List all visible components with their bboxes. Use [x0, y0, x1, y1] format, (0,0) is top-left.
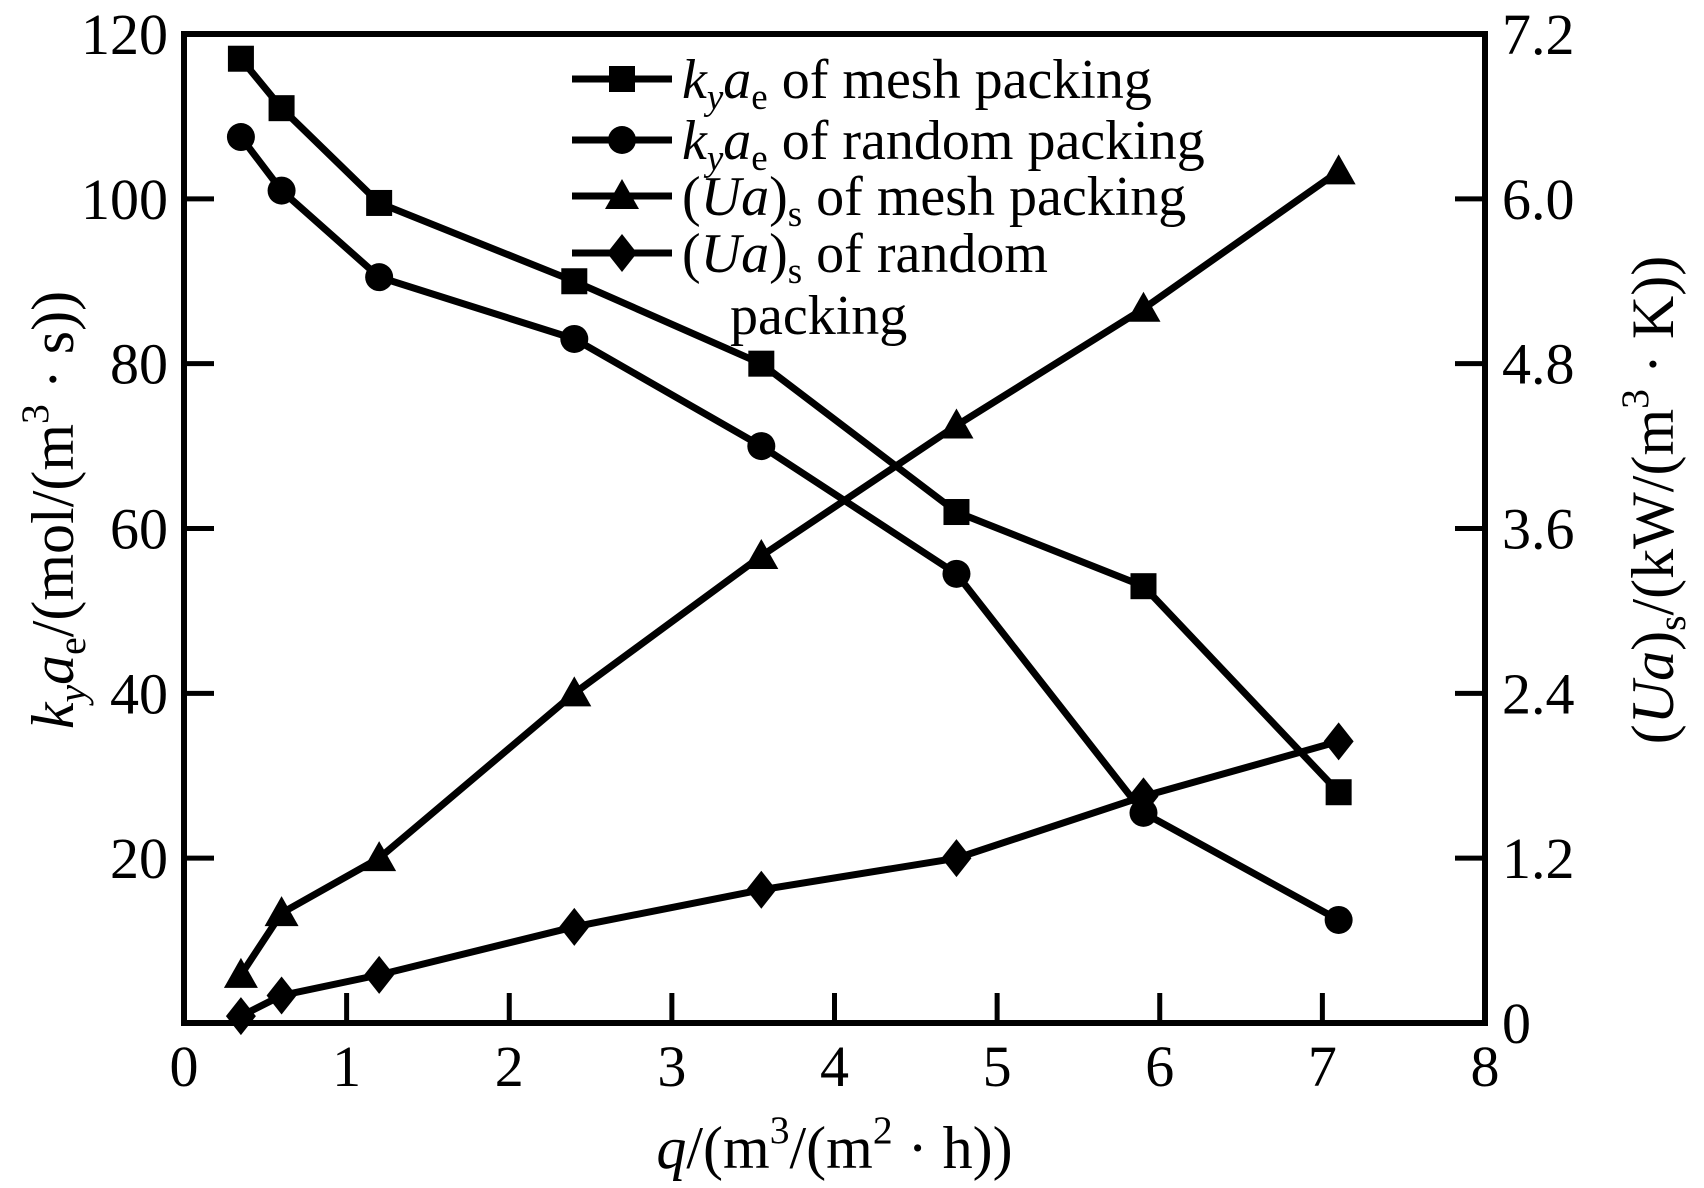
series-line [237, 168, 1341, 977]
circle-data-marker [1324, 905, 1353, 934]
legend-label-line2: packing [730, 285, 907, 347]
triangle-data-marker [362, 841, 397, 872]
diamond-data-marker [746, 870, 777, 909]
series-line [238, 134, 1341, 924]
right-axis-title: (Ua)s/(kW/(m3 · K)) [1613, 256, 1694, 744]
triangle-data-marker [939, 408, 974, 439]
x-axis: 0 1 2 3 4 5 6 7 8 [170, 993, 1500, 1099]
diamond-data-marker [225, 997, 256, 1036]
legend-diamond-marker [607, 234, 637, 272]
svg-text:kyae/(mol/(m3 · s)): kyae/(mol/(m3 · s)) [13, 291, 94, 729]
square-data-marker [227, 45, 254, 72]
x-tick-label: 7 [1308, 1034, 1337, 1099]
left-tick-label: 60 [110, 497, 168, 562]
svg-text:(Ua)s/(kW/(m3 · K)): (Ua)s/(kW/(m3 · K)) [1613, 256, 1694, 744]
x-tick-label: 1 [332, 1034, 361, 1099]
left-tick-label: 100 [81, 167, 168, 232]
right-axis: 0 1.2 2.4 3.6 4.8 6.0 7.2 [1455, 2, 1575, 1056]
left-tick-label: 20 [110, 826, 168, 891]
right-tick-label: 4.8 [1502, 332, 1575, 397]
square-data-marker [1325, 779, 1352, 806]
x-tick-label: 3 [657, 1034, 686, 1099]
diamond-data-marker [1323, 722, 1354, 761]
triangle-data-marker [744, 538, 779, 569]
circle-data-marker [267, 176, 296, 205]
right-tick-label: 3.6 [1502, 497, 1575, 562]
circle-data-marker [560, 324, 589, 353]
x-tick-label: 6 [1145, 1034, 1174, 1099]
left-tick-label: 40 [110, 661, 168, 726]
circle-data-marker [365, 263, 394, 292]
diamond-data-marker [266, 976, 297, 1015]
series-ua-mesh [223, 154, 1356, 988]
x-tick-label: 0 [170, 1034, 199, 1099]
legend-triangle-marker [605, 179, 639, 209]
diamond-data-marker [941, 839, 972, 878]
legend-circle-marker [608, 126, 636, 154]
series-line [238, 56, 1342, 795]
triangle-data-marker [223, 957, 258, 988]
right-tick-label: 6.0 [1502, 167, 1575, 232]
legend-label: (Ua)s of random [682, 223, 1048, 292]
legend-entry-kya-mesh: kyae of mesh packing [572, 49, 1152, 118]
legend-label: kyae of mesh packing [682, 49, 1152, 118]
triangle-data-marker [557, 676, 592, 707]
series-kya-mesh [227, 45, 1352, 806]
x-tick-label: 2 [495, 1034, 524, 1099]
right-tick-label: 1.2 [1502, 826, 1575, 891]
legend-square-marker [609, 66, 635, 92]
triangle-data-marker [264, 896, 299, 927]
x-tick-label: 4 [820, 1034, 849, 1099]
triangle-data-marker [1321, 154, 1356, 185]
left-tick-label: 80 [110, 332, 168, 397]
x-axis-title: q/(m3/(m2 · h)) [656, 1108, 1012, 1181]
circle-data-marker [747, 432, 776, 461]
square-data-marker [366, 189, 393, 216]
right-tick-label: 0 [1502, 991, 1531, 1056]
legend-entry-kya-random: kyae of random packing [572, 110, 1205, 179]
right-tick-label: 2.4 [1502, 661, 1575, 726]
diamond-data-marker [364, 955, 395, 994]
diamond-data-marker [559, 907, 590, 946]
triangle-data-marker [1126, 291, 1161, 322]
series-ua-random [225, 722, 1354, 1036]
left-axis: 20 40 60 80 100 120 [81, 2, 214, 891]
x-tick-label: 5 [983, 1034, 1012, 1099]
square-data-marker [943, 499, 970, 526]
left-axis-title: kyae/(mol/(m3 · s)) [13, 291, 94, 729]
square-data-marker [1130, 573, 1157, 600]
right-tick-label: 7.2 [1502, 2, 1575, 67]
circle-data-marker [942, 559, 971, 588]
square-data-marker [748, 350, 775, 377]
series-kya-random [226, 123, 1353, 934]
legend-entry-ua-mesh: (Ua)s of mesh packing [572, 166, 1186, 235]
square-data-marker [268, 95, 295, 122]
legend-label: (Ua)s of mesh packing [682, 166, 1186, 235]
x-tick-label: 8 [1471, 1034, 1500, 1099]
circle-data-marker [226, 123, 255, 152]
square-data-marker [561, 268, 588, 295]
series-line [239, 738, 1340, 1020]
diamond-data-marker [1128, 777, 1159, 816]
legend-label: kyae of random packing [682, 110, 1205, 179]
left-tick-label: 120 [81, 2, 168, 67]
